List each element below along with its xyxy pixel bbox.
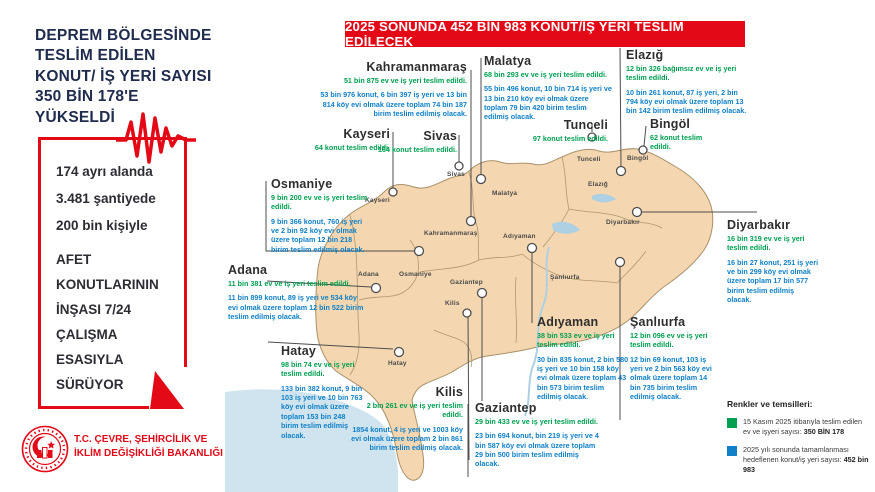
city-name: Malatya (484, 54, 532, 68)
delivered-text: 38 bin 533 ev ve iş yeri teslim edildi. (537, 331, 615, 350)
delivered-text: 12 bin 326 bağımsız ev ve iş yeri teslim… (626, 64, 737, 83)
seismograph-icon (116, 112, 196, 164)
city-name: Kayseri (343, 127, 390, 141)
map-label: Kayseri (365, 197, 390, 204)
legend: Renkler ve temsilleri: 15 Kasım 2025 iti… (727, 399, 869, 484)
delivered-text: 9 bin 200 ev ve iş yeri teslim edildi. (271, 193, 368, 212)
map-label: Sivas (447, 171, 465, 178)
delivered-text: 164 konut teslim edildi. (377, 145, 457, 154)
callout-bingol: Bingöl 62 konut teslim edildi. (650, 117, 725, 157)
delivered-text: 64 konut teslim edildi. (314, 143, 390, 152)
slogan-text: AFET KONUTLARININ İNŞASI 7/24 ÇALIŞMA ES… (56, 252, 159, 392)
legend-desc: 2025 yılı sonunda tamamlanması hedeflene… (743, 445, 849, 465)
delivered-text: 97 konut teslim edildi. (532, 134, 608, 143)
city-name: Kahramanmaraş (366, 60, 467, 74)
city-name: Bingöl (650, 117, 691, 131)
planned-text: 11 bin 899 konut, 89 iş yeri ve 534 köy … (228, 293, 364, 322)
legend-item-delivered: 15 Kasım 2025 itibarıyla teslim edilen e… (727, 417, 869, 436)
headline-text: 2025 SONUNDA 452 BİN 983 KONUT/İŞ YERİ T… (345, 19, 684, 49)
callout-gaziantep: Gaziantep 29 bin 433 ev ve iş yeri tesli… (475, 401, 600, 469)
callout-kahramanmaras: Kahramanmaraş 51 bin 875 ev ve iş yeri t… (317, 60, 467, 118)
legend-text: 2025 yılı sonunda tamamlanması hedeflene… (743, 445, 869, 474)
city-name: Osmaniye (271, 177, 333, 191)
green-swatch-icon (727, 418, 737, 428)
map-label: Gaziantep (450, 279, 483, 286)
callout-sivas: Sivas 164 konut teslim edildi. (372, 129, 457, 159)
city-name: Elazığ (626, 48, 664, 62)
callout-elazig: Elazığ 12 bin 326 bağımsız ev ve iş yeri… (626, 48, 748, 116)
callout-hatay: Hatay 98 bin 74 ev ve iş yeri teslim edi… (281, 344, 363, 440)
construction-stats: 174 ayrı alanda 3.481 şantiyede 200 bin … (56, 164, 156, 233)
map-label: Diyarbakır (606, 219, 640, 226)
map-label: Malatya (492, 190, 518, 197)
map-label: Osmaniye (399, 271, 432, 278)
legend-item-planned: 2025 yılı sonunda tamamlanması hedeflene… (727, 445, 869, 474)
city-name: Kilis (435, 385, 463, 399)
delivered-text: 11 bin 381 ev ve iş yeri teslim edildi. (228, 279, 351, 288)
planned-text: 12 bin 69 konut, 103 iş yeri ve 2 bin 56… (630, 354, 712, 402)
city-name: Adıyaman (537, 315, 599, 329)
highlight-box (38, 137, 187, 409)
map-label: Kahramanmaraş (424, 230, 478, 237)
planned-text: 133 bin 382 konut, 9 bin 103 iş yeri ve … (281, 383, 363, 440)
callout-osmaniye: Osmaniye 9 bin 200 ev ve iş yeri teslim … (271, 177, 371, 254)
callout-malatya: Malatya 68 bin 293 ev ve iş yeri teslim … (484, 54, 612, 122)
map-label: Adıyaman (503, 233, 536, 240)
fold-corner-icon (149, 367, 195, 414)
planned-text: 30 bin 835 konut, 2 bin 580 iş yeri ve 1… (537, 354, 629, 402)
city-name: Şanlıurfa (630, 315, 686, 329)
ministry-logo (21, 425, 69, 473)
legend-desc: 15 Kasım 2025 itibarıyla teslim edilen e… (743, 417, 863, 436)
city-name: Adana (228, 263, 268, 277)
city-name: Hatay (281, 344, 317, 358)
planned-text: 16 bin 27 konut, 251 iş yeri ve bin 299 … (727, 257, 819, 305)
delivered-text: 29 bin 433 ev ve iş yeri teslim edildi. (475, 417, 599, 426)
callout-adana: Adana 11 bin 381 ev ve iş yeri teslim ed… (228, 263, 368, 321)
planned-text: 10 bin 261 konut, 87 iş yeri, 2 bin 794 … (626, 87, 747, 116)
map-label: Kilis (445, 300, 460, 307)
map-label: Tunceli (577, 156, 601, 163)
planned-text: 1854 konut, 4 iş yeri ve 1003 köy evi ol… (351, 424, 463, 453)
map-label: Bingöl (627, 155, 649, 162)
page-title: DEPREM BÖLGESİNDE TESLİM EDİLEN KONUT/ İ… (35, 27, 212, 126)
city-name: Diyarbakır (727, 218, 791, 232)
city-name: Sivas (423, 129, 457, 143)
map-label: Hatay (388, 360, 407, 367)
legend-value: 452 bin 983 (743, 455, 869, 474)
legend-title: Renkler ve temsilleri: (727, 399, 813, 409)
headline-banner: 2025 SONUNDA 452 BİN 983 KONUT/İŞ YERİ T… (345, 19, 745, 49)
map-label: Şanlıurfa (550, 274, 580, 281)
delivered-text: 51 bin 875 ev ve iş yeri teslim edildi. (343, 76, 467, 85)
callout-diyarbakir: Diyarbakır 16 bin 319 ev ve iş yeri tesl… (727, 218, 819, 305)
delivered-text: 12 bin 096 ev ve iş yeri teslim edildi. (630, 331, 708, 350)
planned-text: 23 bin 694 konut, bin 219 iş yeri ve 4 b… (475, 431, 599, 469)
city-name: Gaziantep (475, 401, 537, 415)
planned-text: 53 bin 976 konut, 6 bin 397 iş yeri ve 1… (320, 90, 467, 119)
planned-text: 55 bin 496 konut, 10 bin 714 iş yeri ve … (484, 84, 612, 122)
planned-text: 9 bin 366 konut, 760 iş yeri ve 2 bin 92… (271, 216, 365, 254)
callout-sanliurfa: Şanlıurfa 12 bin 096 ev ve iş yeri tesli… (630, 315, 718, 402)
map-label: Elazığ (588, 181, 608, 188)
map-label: Adana (358, 271, 379, 278)
callout-tunceli: Tunceli 97 konut teslim edildi. (523, 118, 608, 148)
blue-swatch-icon (727, 446, 737, 457)
city-name: Tunceli (563, 118, 608, 132)
callout-kayseri: Kayseri 64 konut teslim edildi. (295, 127, 390, 157)
ministry-name: T.C. ÇEVRE, ŞEHİRCİLİK VE İKLİM DEĞİŞİKL… (74, 434, 223, 459)
delivered-text: 98 bin 74 ev ve iş yeri teslim edildi. (281, 360, 355, 379)
delivered-text: 2 bin 261 ev ve iş yeri teslim edildi. (366, 401, 463, 420)
callout-kilis: Kilis 2 bin 261 ev ve iş yeri teslim edi… (345, 385, 463, 453)
callout-adiyaman: Adıyaman 38 bin 533 ev ve iş yeri teslim… (537, 315, 629, 402)
delivered-text: 68 bin 293 ev ve iş yeri teslim edildi. (484, 70, 608, 79)
legend-text: 15 Kasım 2025 itibarıyla teslim edilen e… (743, 417, 869, 436)
delivered-text: 16 bin 319 ev ve iş yeri teslim edildi. (727, 234, 805, 253)
legend-value: 350 BİN 178 (803, 426, 845, 436)
delivered-text: 62 konut teslim edildi. (650, 133, 703, 152)
